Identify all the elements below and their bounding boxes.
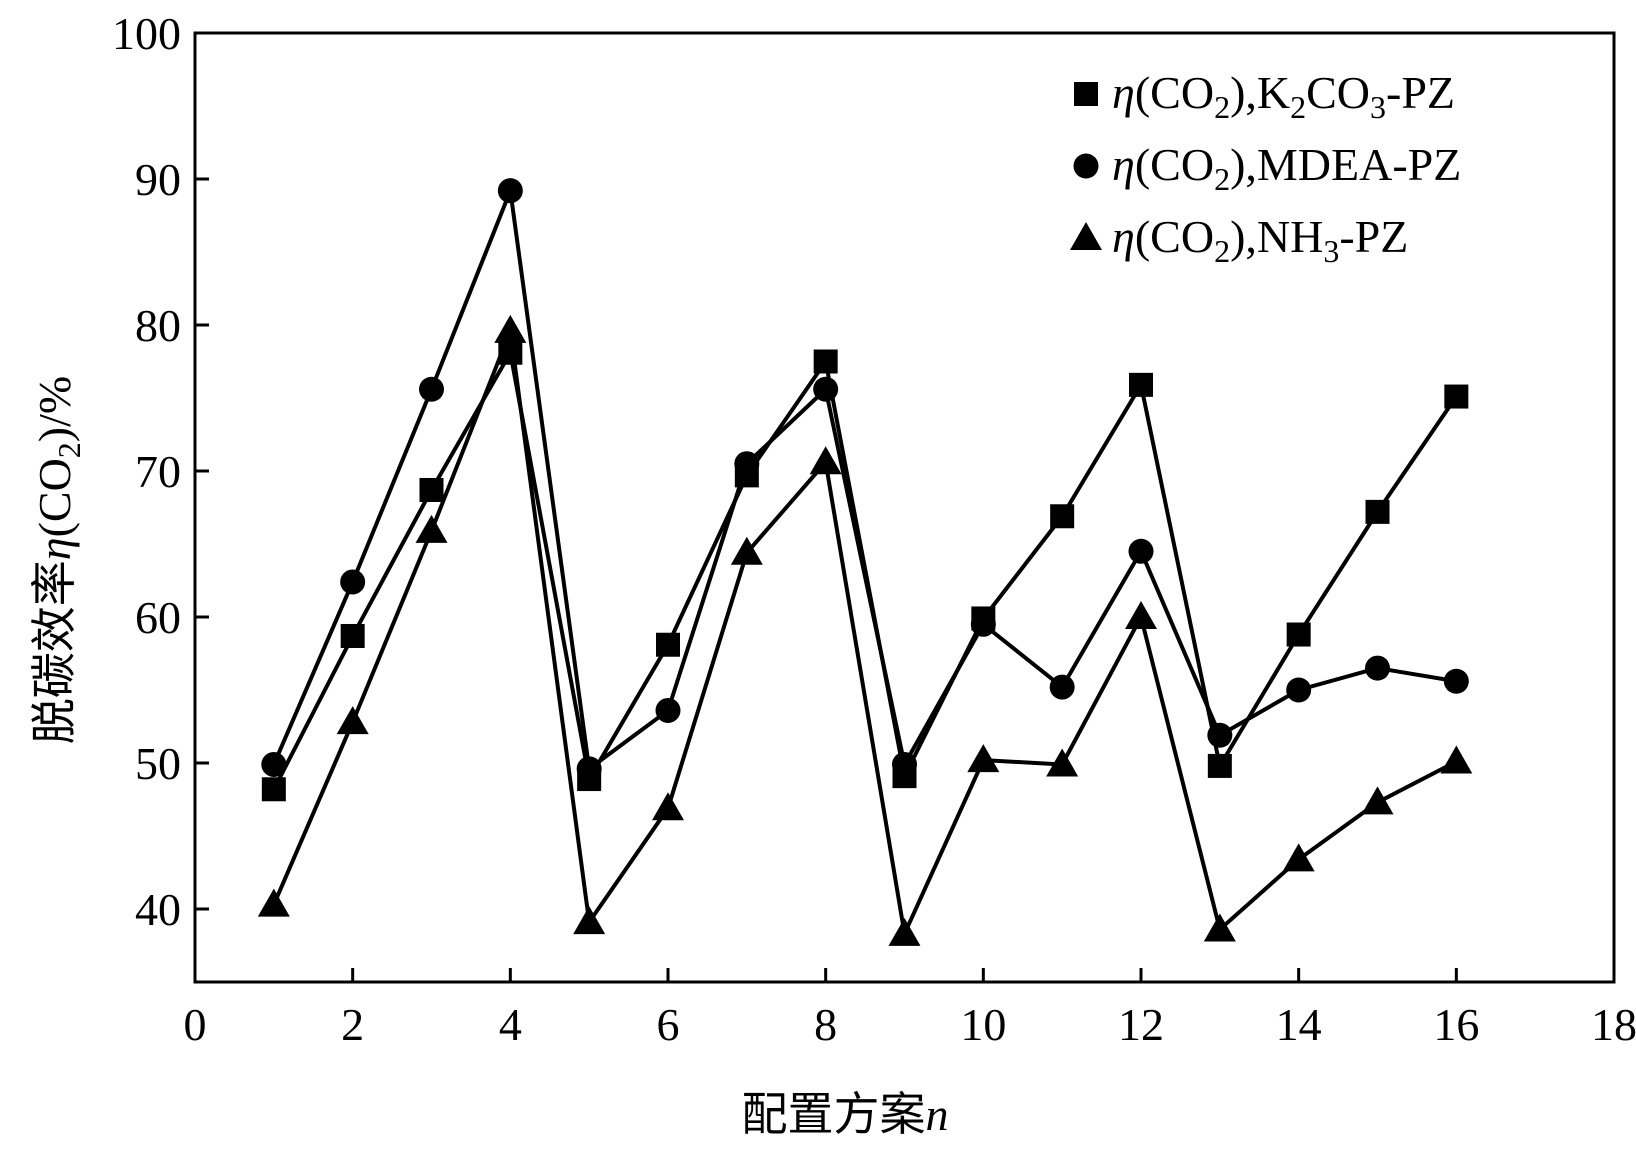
data-point-circle bbox=[419, 376, 444, 402]
data-point-square bbox=[1050, 504, 1075, 529]
data-point-circle bbox=[734, 451, 760, 477]
data-point-square bbox=[1286, 622, 1311, 647]
x-tick-label: 16 bbox=[1433, 999, 1479, 1050]
data-point-circle bbox=[1207, 722, 1233, 748]
legend-marker-triangle bbox=[1070, 222, 1102, 250]
x-tick-label: 4 bbox=[499, 999, 522, 1050]
y-tick-label: 90 bbox=[135, 154, 181, 205]
legend-marker-square bbox=[1074, 82, 1098, 106]
data-point-triangle bbox=[652, 792, 684, 821]
x-tick-label: 8 bbox=[814, 999, 837, 1050]
data-point-circle bbox=[1365, 655, 1390, 681]
data-point-triangle bbox=[1440, 745, 1473, 774]
legend-label-circle: η(CO2),MDEA-PZ bbox=[1112, 139, 1461, 197]
y-tick-label: 50 bbox=[135, 738, 181, 789]
data-point-triangle bbox=[494, 314, 527, 343]
data-point-circle bbox=[1286, 677, 1312, 703]
data-point-square bbox=[1444, 384, 1469, 409]
plot-frame bbox=[193, 31, 1616, 984]
y-axis-title: 脱碳效率η(CO2)/% bbox=[27, 376, 87, 744]
data-point-square bbox=[1365, 499, 1390, 524]
data-point-square bbox=[1129, 372, 1153, 397]
series-layer bbox=[257, 178, 1473, 946]
series-triangle bbox=[257, 314, 1473, 946]
y-tick-label: 70 bbox=[135, 446, 181, 497]
series-circle bbox=[261, 178, 1469, 782]
x-tick-label: 6 bbox=[657, 999, 680, 1050]
data-point-triangle bbox=[573, 906, 606, 935]
x-tick-label: 12 bbox=[1118, 999, 1164, 1050]
series-line-triangle bbox=[271, 328, 1458, 936]
y-tick-label: 80 bbox=[135, 300, 181, 351]
data-point-triangle bbox=[1203, 913, 1236, 942]
data-point-triangle bbox=[257, 888, 290, 917]
data-point-circle bbox=[576, 756, 602, 782]
data-point-circle bbox=[1443, 668, 1469, 694]
x-tick-label: 10 bbox=[960, 999, 1006, 1050]
data-point-triangle bbox=[336, 706, 369, 735]
data-point-triangle bbox=[888, 917, 921, 946]
y-tick-label: 100 bbox=[112, 8, 181, 59]
data-point-circle bbox=[1128, 538, 1154, 564]
data-point-square bbox=[1207, 753, 1232, 778]
data-point-circle bbox=[970, 611, 996, 637]
data-point-circle bbox=[261, 751, 287, 777]
data-point-circle bbox=[892, 751, 917, 777]
legend-marker-circle bbox=[1073, 153, 1099, 179]
data-point-triangle bbox=[967, 744, 1000, 773]
data-point-triangle bbox=[415, 514, 448, 543]
data-point-triangle bbox=[809, 446, 842, 475]
y-tick-label: 40 bbox=[135, 884, 181, 935]
data-point-triangle bbox=[1046, 748, 1079, 777]
data-point-triangle bbox=[730, 536, 763, 565]
x-axis-title: 配置方案n bbox=[742, 1087, 949, 1141]
data-point-square bbox=[261, 777, 286, 802]
data-point-circle bbox=[813, 376, 839, 402]
y-tick-label: 60 bbox=[135, 592, 181, 643]
x-tick-label: 14 bbox=[1276, 999, 1322, 1050]
data-point-circle bbox=[1049, 674, 1075, 700]
axes-layer: 0 2 4 6 8 10 12 14 16 18 40 50 60 70 80 90 100 bbox=[112, 8, 1636, 1050]
data-point-square bbox=[419, 477, 444, 502]
data-point-circle bbox=[340, 569, 366, 595]
data-point-triangle bbox=[1125, 601, 1157, 629]
data-point-triangle bbox=[1282, 843, 1315, 872]
data-point-circle bbox=[497, 178, 523, 204]
x-tick-label: 0 bbox=[184, 999, 207, 1050]
data-point-triangle bbox=[1361, 786, 1394, 815]
data-point-square bbox=[656, 632, 680, 657]
data-point-square bbox=[813, 349, 838, 374]
data-point-circle bbox=[655, 697, 681, 723]
x-tick-label: 2 bbox=[341, 999, 364, 1050]
series-line-circle bbox=[271, 188, 1457, 771]
x-tick-label: 18 bbox=[1591, 999, 1636, 1050]
legend-label-triangle: η(CO2),NH3-PZ bbox=[1112, 211, 1408, 269]
legend: η(CO2),K2CO3-PZ η(CO2),MDEA-PZ η(CO2),NH3-… bbox=[1070, 67, 1461, 269]
legend-label-square: η(CO2),K2CO3-PZ bbox=[1112, 67, 1455, 125]
data-point-square bbox=[340, 623, 365, 648]
